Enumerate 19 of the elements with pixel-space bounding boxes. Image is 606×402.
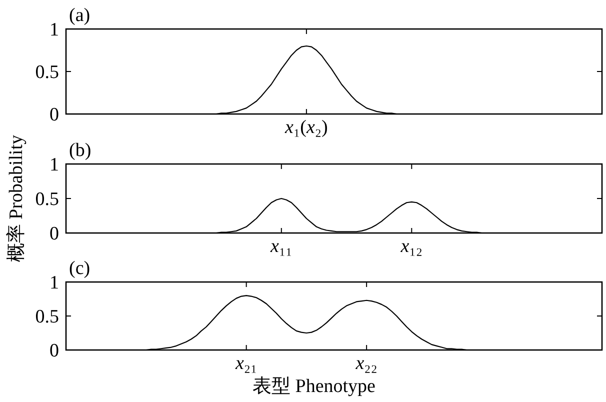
y-tick-label: 1 <box>50 272 59 294</box>
y-tick-label: 1 <box>50 20 59 40</box>
y-tick-label: 0 <box>50 224 59 244</box>
x-tick-label: x₁(x₂) <box>284 117 328 138</box>
x-tick-label: x₁₂ <box>400 236 422 257</box>
y-tick-label: 0.5 <box>35 62 59 83</box>
y-tick-label: 1 <box>50 154 59 176</box>
y-tick-label: 0 <box>50 340 59 362</box>
chart-title: (a) <box>69 5 90 26</box>
y-tick-label: 0.5 <box>35 306 59 328</box>
y-axis-title: 概率 Probability <box>5 134 27 262</box>
y-tick-label: 0.5 <box>35 189 59 210</box>
y-tick-label: 0 <box>50 104 59 126</box>
chart-title: (b) <box>69 140 92 161</box>
x-axis-title: 表型 Phenotype <box>252 376 376 397</box>
chart-title: (c) <box>69 258 90 279</box>
x-tick-label: x₁₁ <box>270 236 292 257</box>
x-tick-label: x₂₂ <box>354 353 378 374</box>
x-tick-label: x₂₁ <box>234 353 258 374</box>
